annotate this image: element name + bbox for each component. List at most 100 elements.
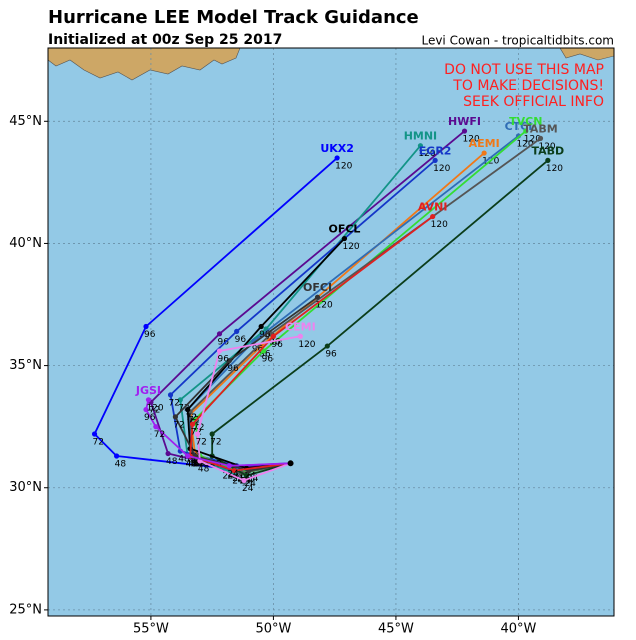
land-newfoundland	[48, 48, 241, 81]
track-point	[143, 323, 149, 330]
hour-label: 72	[169, 398, 180, 408]
track-point	[145, 397, 152, 403]
hour-label: 24	[232, 477, 244, 487]
track-name: CEMI	[285, 320, 316, 333]
track-point	[172, 414, 179, 420]
warning-line: DO NOT USE THIS MAP	[444, 62, 604, 78]
hour-label: 72	[154, 430, 165, 440]
hour-label: 24	[227, 469, 239, 479]
land	[48, 48, 614, 81]
hour-label: 48	[186, 459, 198, 469]
track-point	[231, 468, 237, 474]
track-name: EGR2	[419, 144, 452, 157]
plot-frame	[47, 47, 615, 617]
track-name: OFCI	[303, 281, 332, 294]
hour-label: 96	[271, 340, 283, 350]
hour-label: 96	[218, 354, 230, 364]
title: Hurricane LEE Model Track Guidance	[48, 7, 419, 28]
initial-position	[287, 460, 294, 467]
track-point	[545, 157, 551, 163]
track-point	[537, 135, 544, 141]
track-point	[226, 463, 232, 469]
hour-label: 48	[198, 464, 210, 474]
hour-label: 24	[232, 474, 244, 484]
track-point	[258, 323, 264, 330]
y-tick-label: 45°N	[9, 114, 42, 129]
track-name: HWFI	[448, 115, 481, 128]
track-point	[432, 157, 438, 163]
track-point	[341, 235, 348, 242]
track-name: OFCL	[328, 223, 360, 236]
y-tick-label: 30°N	[9, 480, 42, 495]
track-point	[177, 397, 183, 403]
track-line	[189, 215, 434, 472]
warning-line: TO MAKE DECISIONS!	[452, 78, 604, 94]
ocean	[48, 48, 614, 616]
track-point	[114, 453, 120, 459]
x-tick-label: 40°W	[500, 622, 536, 637]
hour-label: 96	[227, 364, 239, 374]
hour-label: 48	[193, 459, 205, 469]
hour-label: 120	[463, 135, 480, 145]
land-greenland	[559, 48, 614, 61]
track-point	[189, 421, 196, 427]
grid	[48, 48, 614, 616]
track-point	[461, 128, 468, 134]
hour-label: 48	[166, 457, 178, 467]
track-point	[194, 431, 201, 437]
track-point	[334, 155, 340, 161]
track-name: TABM	[523, 122, 558, 135]
warning-line: SEEK OFFICIAL INFO	[463, 94, 604, 110]
hour-label: 48	[186, 459, 198, 469]
hour-label: 120	[146, 403, 163, 413]
track-point	[324, 343, 330, 349]
hour-label: 48	[188, 459, 200, 469]
hour-label: 120	[335, 161, 352, 171]
y-tick-label: 35°N	[9, 358, 42, 373]
hour-label: 72	[195, 437, 206, 447]
hour-label: 120	[516, 139, 533, 149]
track-point	[234, 328, 240, 334]
x-tick-label: 50°W	[255, 622, 291, 637]
hour-label: 24	[222, 472, 234, 482]
hour-label: 120	[431, 220, 448, 230]
y-tick-label: 25°N	[9, 602, 42, 617]
hour-label: 72	[93, 437, 104, 447]
hour-label: 72	[188, 416, 199, 426]
hour-label: 72	[149, 406, 160, 416]
track-name: TABD	[532, 144, 565, 157]
track-name: AEMI	[469, 137, 500, 150]
track-point	[185, 406, 191, 413]
hour-label: 96	[235, 335, 247, 345]
track-name: AVNI	[418, 201, 448, 214]
hour-label: 96	[144, 330, 156, 340]
hour-label: 120	[546, 164, 563, 174]
track-name: TVCN	[509, 115, 542, 128]
hour-label: 120	[433, 164, 450, 174]
subtitle: Initialized at 00z Sep 25 2017	[48, 32, 282, 48]
hour-label: 96	[262, 354, 274, 364]
track-point	[430, 213, 436, 220]
track-line	[196, 335, 301, 482]
track-point	[91, 431, 98, 437]
axes: 55°W 50°W 45°W 40°W 25°N 30°N 35°N 40°N 45°N	[9, 114, 536, 637]
track-point	[165, 450, 171, 457]
hour-label: 48	[115, 459, 127, 469]
hour-label: 96	[218, 337, 230, 347]
hour-label: 120	[418, 149, 435, 159]
track-point	[270, 333, 277, 339]
hour-label: 96	[269, 337, 281, 347]
hour-label: 120	[538, 142, 555, 152]
y-tick-label: 40°N	[9, 236, 42, 251]
x-tick-label: 45°W	[378, 622, 414, 637]
track-point	[226, 358, 232, 364]
track-point	[241, 477, 247, 484]
tracks: 24487296120UKX224487296120HWFI2448729612…	[91, 115, 565, 494]
track-point	[243, 472, 250, 479]
hour-label: 72	[186, 413, 197, 423]
track-point	[216, 348, 223, 354]
track-point	[209, 431, 215, 437]
track-point	[153, 424, 159, 430]
